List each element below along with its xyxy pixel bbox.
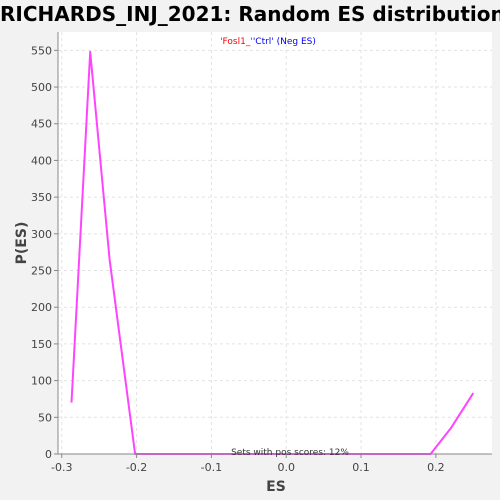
y-tick-label: 150: [31, 338, 52, 351]
y-ticks: 0 50 100 150 200 250 300 350 400 450 500 550: [31, 44, 58, 461]
x-tick-label: -0.3: [51, 461, 72, 474]
y-axis-title: P(ES): [14, 222, 30, 265]
x-axis-title: ES: [266, 479, 286, 495]
y-tick-label: 50: [38, 411, 52, 424]
x-tick-label: 0.0: [277, 461, 295, 474]
x-tick-label: -0.1: [201, 461, 222, 474]
legend-part-2: 'Ctrl': [253, 37, 274, 47]
y-tick-label: 250: [31, 265, 52, 278]
legend-part-1: 'Fosl1_': [220, 37, 253, 47]
legend: 'Fosl1_''Ctrl' (Neg ES): [220, 37, 316, 47]
x-tick-label: 0.2: [427, 461, 445, 474]
y-tick-label: 100: [31, 375, 52, 388]
y-tick-label: 350: [31, 191, 52, 204]
y-tick-label: 500: [31, 81, 52, 94]
chart-title: RICHARDS_INJ_2021: Random ES distributio…: [0, 2, 500, 26]
y-tick-label: 400: [31, 154, 52, 167]
x-ticks: -0.3 -0.2 -0.1 0.0 0.1 0.2: [51, 454, 445, 474]
y-tick-label: 0: [45, 448, 52, 461]
pos-scores-annotation: Sets with pos scores: 12%: [231, 448, 349, 458]
y-tick-label: 200: [31, 301, 52, 314]
x-tick-label: 0.1: [352, 461, 370, 474]
plot-area: [58, 32, 492, 454]
y-tick-label: 450: [31, 118, 52, 131]
axes: [57, 32, 492, 455]
y-tick-label: 550: [31, 44, 52, 57]
y-tick-label: 300: [31, 228, 52, 241]
x-tick-label: -0.2: [126, 461, 147, 474]
legend-part-3: (Neg ES): [274, 37, 316, 47]
